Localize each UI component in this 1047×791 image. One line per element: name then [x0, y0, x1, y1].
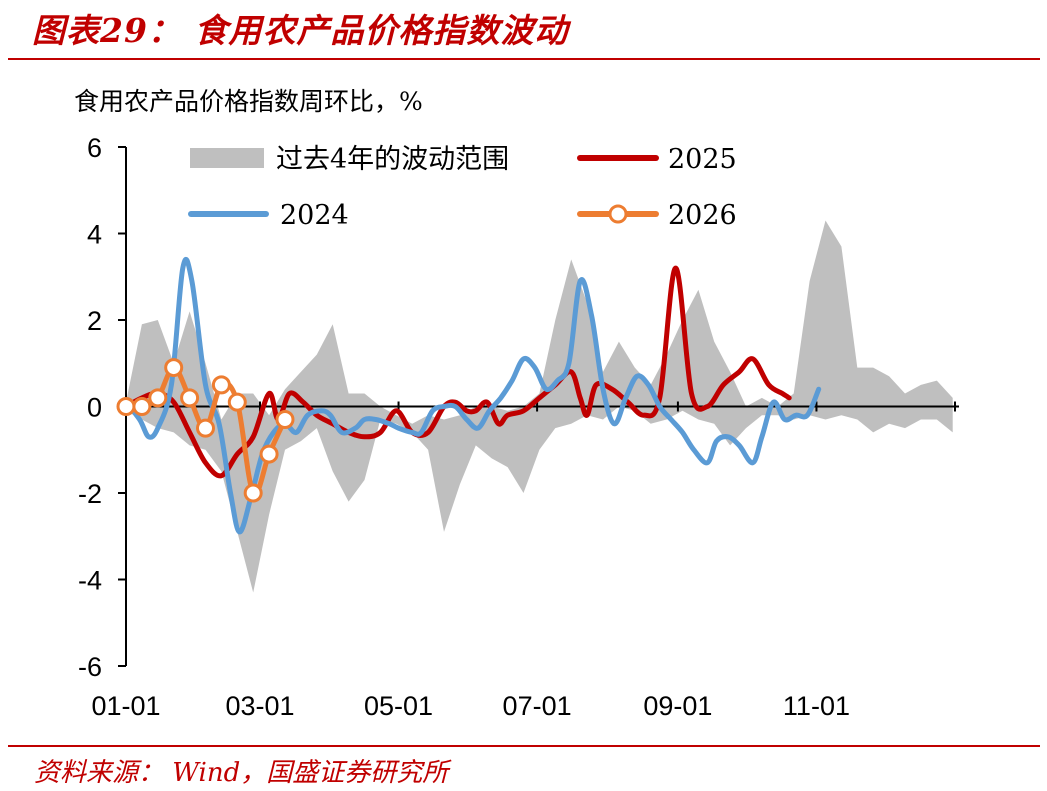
y-tick-label: -2 — [78, 479, 102, 509]
series-marker-2026 — [195, 418, 215, 438]
series-marker-2026 — [148, 388, 168, 408]
series-line-2025 — [123, 265, 792, 479]
series-marker-2026 — [259, 444, 279, 464]
legend-swatch-band — [190, 148, 264, 168]
x-tick-label: 07-01 — [503, 691, 572, 721]
y-tick-label: 0 — [87, 393, 102, 423]
series-marker-2026 — [275, 409, 295, 429]
series-marker-2026 — [243, 483, 263, 503]
legend-label-band: 过去4年的波动范围 — [276, 144, 509, 175]
legend-label-2026: 2026 — [668, 200, 737, 231]
legend-marker-2026 — [608, 204, 628, 224]
legend: 过去4年的波动范围 2025 2024 2026 — [188, 144, 737, 231]
figure-title: 图表29： 食用农产品价格指数波动 — [32, 11, 569, 50]
series-marker-2026 — [164, 358, 184, 378]
y-tick-label: -6 — [78, 652, 102, 682]
x-tick-label: 09-01 — [643, 691, 712, 721]
y-tick-label: 4 — [87, 220, 102, 250]
x-tick-label: 05-01 — [364, 691, 433, 721]
series-marker-2026 — [227, 392, 247, 412]
x-tick-label: 03-01 — [225, 691, 294, 721]
series-marker-2026 — [180, 388, 200, 408]
x-tick-label: 01-01 — [91, 691, 160, 721]
legend-label-2025: 2025 — [668, 144, 737, 175]
source-note: 资料来源： Wind，国盛证券研究所 — [34, 758, 449, 788]
y-tick-label: 6 — [87, 133, 102, 163]
series-marker-2026 — [132, 397, 152, 416]
series-marker-2026 — [116, 397, 136, 416]
series-layer — [116, 256, 822, 535]
source-divider — [8, 745, 1040, 747]
axis-layer: 6 4 2 0 -2 -4 -6 01-01 03-01 05-01 07-01 09-01 11-01 — [78, 133, 959, 721]
title-divider — [8, 58, 1040, 60]
y-tick-label: -4 — [78, 566, 102, 596]
series-line-2024 — [123, 256, 822, 535]
x-tick-label: 11-01 — [783, 691, 850, 721]
line-chart: 食用农产品价格指数周环比，% 6 4 2 0 -2 -4 -6 01-01 03-01 05-01… — [74, 87, 959, 721]
series-marker-2026 — [211, 375, 231, 395]
y-axis-label: 食用农产品价格指数周环比，% — [74, 87, 423, 116]
y-tick-label: 2 — [87, 306, 102, 336]
legend-label-2024: 2024 — [280, 200, 349, 231]
